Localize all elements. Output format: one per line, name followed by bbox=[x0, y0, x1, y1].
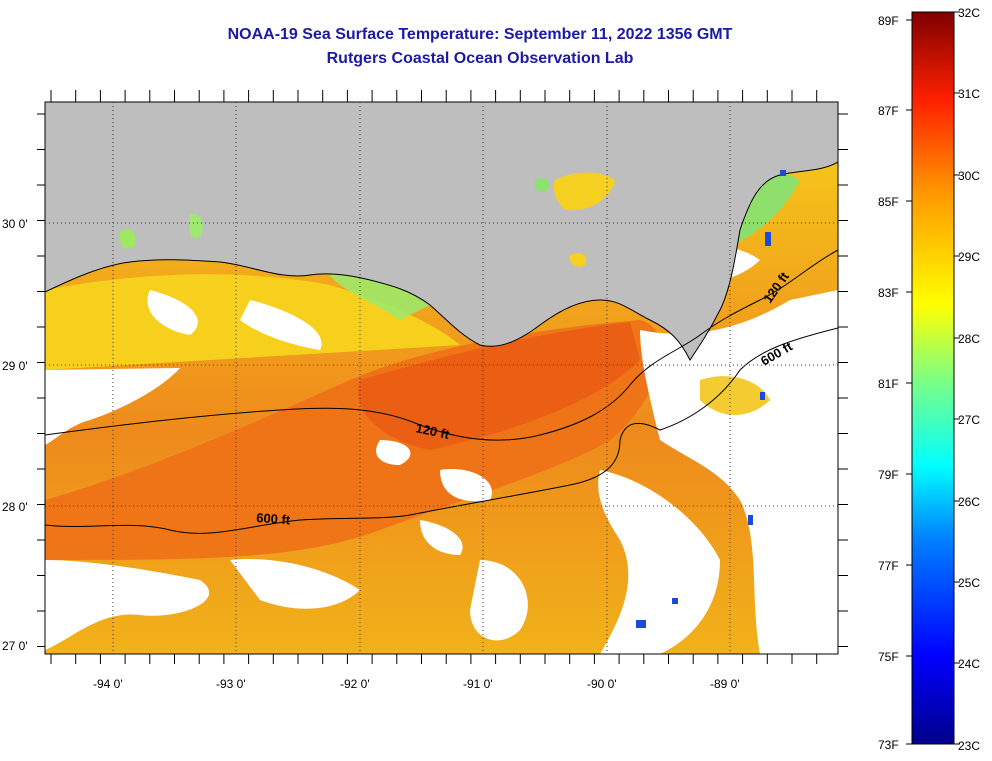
cloud-mask bbox=[45, 244, 838, 654]
lon-label-91: -91 0' bbox=[463, 677, 493, 691]
map-frame bbox=[44, 101, 839, 655]
cb-f-89: 89F bbox=[878, 14, 899, 28]
cb-f-85: 85F bbox=[878, 195, 899, 209]
cb-f-79: 79F bbox=[878, 468, 899, 482]
cb-c-31: 31C bbox=[958, 87, 980, 101]
cb-f-83: 83F bbox=[878, 286, 899, 300]
land-mask bbox=[45, 102, 838, 360]
colorbar bbox=[911, 11, 955, 745]
cb-c-26: 26C bbox=[958, 495, 980, 509]
contour-label-120ft-west: 120 ft bbox=[414, 420, 451, 442]
cb-c-27: 27C bbox=[958, 413, 980, 427]
colorbar-ticks bbox=[906, 11, 960, 745]
lon-label-90: -90 0' bbox=[587, 677, 617, 691]
lon-label-89: -89 0' bbox=[710, 677, 740, 691]
lon-label-92: -92 0' bbox=[340, 677, 370, 691]
lat-label-29: 29 0' bbox=[2, 359, 28, 373]
cb-f-77: 77F bbox=[878, 559, 899, 573]
cb-c-24: 24C bbox=[958, 657, 980, 671]
coastline bbox=[45, 161, 838, 361]
cb-f-73: 73F bbox=[878, 738, 899, 752]
contour-120ft bbox=[45, 249, 838, 441]
cb-f-75: 75F bbox=[878, 650, 899, 664]
contour-600ft bbox=[45, 327, 838, 534]
contour-label-600ft-west: 600 ft bbox=[256, 510, 292, 527]
map-title: NOAA-19 Sea Surface Temperature: Septemb… bbox=[227, 26, 733, 43]
cb-c-29: 29C bbox=[958, 250, 980, 264]
cb-c-25: 25C bbox=[958, 576, 980, 590]
lat-label-28: 28 0' bbox=[2, 500, 28, 514]
lon-label-93: -93 0' bbox=[216, 677, 246, 691]
graticule bbox=[45, 102, 838, 654]
cb-c-28: 28C bbox=[958, 332, 980, 346]
map-subtitle: Rutgers Coastal Ocean Observation Lab bbox=[326, 50, 634, 67]
cb-f-87: 87F bbox=[878, 104, 899, 118]
cb-c-23: 23C bbox=[958, 739, 980, 753]
lat-label-27: 27 0' bbox=[2, 639, 28, 653]
cb-f-81: 81F bbox=[878, 377, 899, 391]
cb-c-32: 32C bbox=[958, 6, 980, 20]
cb-c-30: 30C bbox=[958, 169, 980, 183]
axis-ticks bbox=[37, 90, 848, 664]
lat-label-30: 30 0' bbox=[2, 217, 28, 231]
lon-label-94: -94 0' bbox=[93, 677, 123, 691]
